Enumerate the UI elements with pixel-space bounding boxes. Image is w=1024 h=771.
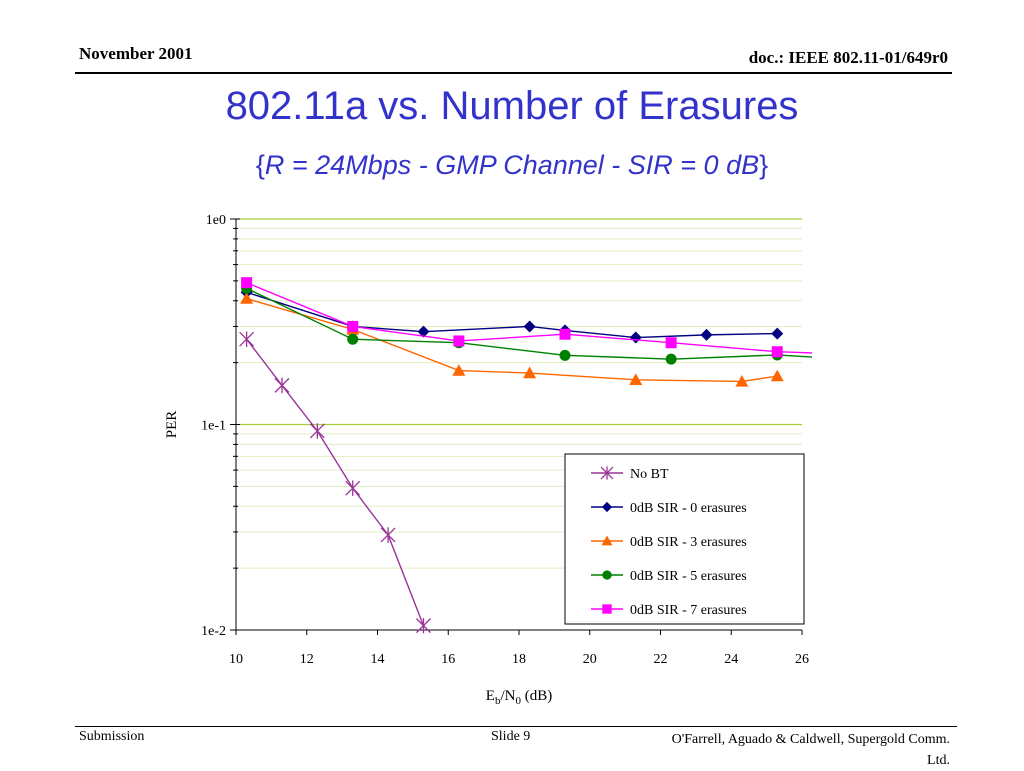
data-point-square: [771, 346, 783, 358]
data-point-asterisk: [345, 480, 361, 496]
x-axis-label-part: b: [495, 695, 501, 707]
data-point-triangle: [629, 373, 643, 386]
footer-divider: [75, 726, 957, 727]
data-point-asterisk: [239, 331, 255, 347]
data-point-square: [602, 604, 612, 614]
header-date: November 2001: [79, 44, 193, 63]
data-point-asterisk: [380, 527, 396, 543]
series-line: [246, 338, 425, 626]
series-line: [246, 287, 778, 360]
data-point-diamond: [523, 320, 536, 333]
data-point-asterisk: [309, 423, 325, 439]
footer-authors-line2: Ltd.: [927, 753, 950, 768]
legend-label: No BT: [630, 467, 669, 482]
series-group: [239, 331, 431, 634]
y-tick-label: 1e-2: [201, 624, 226, 639]
data-point-triangle: [770, 369, 784, 382]
footer-slide-number: Slide 9: [491, 729, 531, 744]
legend-item: No BT: [591, 466, 669, 482]
data-point-triangle: [452, 364, 466, 376]
x-axis-label-part: 0: [515, 695, 521, 707]
data-point-triangle: [735, 374, 749, 387]
data-point-diamond: [601, 501, 613, 513]
legend: No BT 0dB SIR - 0 erasures 0dB SIR - 3 er…: [564, 453, 805, 625]
x-axis-label-part: (dB): [521, 688, 552, 704]
data-point-circle: [602, 570, 612, 580]
x-tick-label: 14: [371, 652, 385, 667]
data-point-diamond: [629, 331, 642, 344]
x-tick-label: 22: [654, 652, 668, 667]
series-line: [246, 282, 778, 353]
x-axis-label-part: E: [486, 688, 495, 704]
footer-submission: Submission: [79, 729, 145, 744]
data-point-triangle: [240, 292, 254, 304]
legend-label: 0dB SIR - 0 erasures: [630, 501, 747, 516]
subtitle-open-brace: {: [255, 150, 265, 180]
y-axis-label: PER: [164, 411, 180, 439]
legend-item: 0dB SIR - 7 erasures: [591, 603, 747, 618]
subtitle-text: R = 24Mbps - GMP Channel - SIR = 0 dB: [264, 150, 760, 180]
footer-authors-line1: O'Farrell, Aguado & Caldwell, Supergold …: [671, 732, 950, 747]
slide-title: 802.11a vs. Number of Erasures: [225, 84, 799, 128]
header-divider: [75, 72, 952, 74]
x-tick-label: 10: [229, 652, 243, 667]
series-group: [240, 292, 784, 387]
series-line: [246, 291, 778, 339]
header-doc-id: doc.: IEEE 802.11-01/649r0: [748, 48, 948, 67]
slide-subtitle: {R = 24Mbps - GMP Channel - SIR = 0 dB}: [0, 150, 1024, 181]
x-tick-label: 24: [724, 652, 738, 667]
data-point-asterisk: [600, 466, 614, 480]
footer-authors: O'Farrell, Aguado & Caldwell, Supergold …: [600, 729, 950, 771]
x-tick-label: 18: [512, 652, 526, 667]
data-point-diamond: [771, 327, 784, 340]
data-point-square: [241, 277, 253, 289]
series-group: [241, 277, 813, 358]
x-axis-label-part: /N: [500, 688, 515, 704]
data-point-circle: [665, 353, 677, 365]
data-point-square: [559, 328, 571, 340]
legend-label: 0dB SIR - 3 erasures: [630, 535, 747, 550]
y-tick-label: 1e-1: [201, 419, 226, 434]
x-tick-label: 12: [300, 652, 314, 667]
legend-box: [564, 453, 805, 625]
x-tick-label: 16: [441, 652, 455, 667]
legend-item: 0dB SIR - 3 erasures: [591, 535, 747, 550]
data-point-triangle: [601, 535, 613, 546]
x-tick-label: 26: [795, 652, 809, 667]
data-point-triangle: [523, 366, 537, 379]
legend-label: 0dB SIR - 5 erasures: [630, 569, 747, 584]
subtitle-close-brace: }: [759, 150, 769, 180]
series-line-tail: [777, 351, 813, 354]
data-point-square: [347, 320, 359, 332]
data-point-diamond: [700, 328, 713, 341]
data-point-square: [453, 335, 465, 347]
data-point-circle: [559, 349, 571, 361]
y-tick-label: 1e0: [206, 213, 226, 228]
legend-label: 0dB SIR - 7 erasures: [630, 603, 747, 618]
x-tick-label: 20: [583, 652, 597, 667]
data-point-circle: [347, 333, 359, 345]
legend-item: 0dB SIR - 5 erasures: [591, 569, 747, 584]
series-group: [240, 286, 784, 344]
series-line: [246, 297, 778, 383]
data-point-square: [665, 337, 677, 349]
x-axis-label: Eb/N0 (dB): [486, 688, 552, 707]
series-line-tail: [777, 354, 813, 358]
data-point-asterisk: [274, 377, 290, 394]
data-point-asterisk: [416, 617, 431, 634]
data-point-diamond: [417, 325, 430, 338]
legend-item: 0dB SIR - 0 erasures: [591, 501, 747, 516]
